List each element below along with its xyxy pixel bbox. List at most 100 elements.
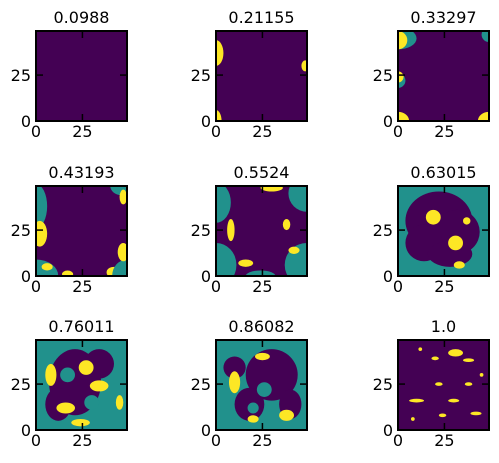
heatmap-patches [216, 186, 307, 276]
heatmap-patches [398, 31, 489, 121]
heatmap-background [398, 31, 489, 121]
heatmap-region [245, 270, 276, 276]
heatmap-panel-3: 0 25 0 25 0.33297 [373, 8, 490, 141]
heatmap-region [256, 382, 272, 397]
heatmap-region [448, 235, 464, 251]
heatmap-region [464, 382, 473, 386]
heatmap-patches [409, 347, 484, 421]
y-tick-label: 25 [373, 375, 393, 394]
heatmap-region [117, 242, 127, 262]
x-tick-label: 25 [434, 122, 454, 141]
y-tick-label: 25 [11, 66, 31, 85]
heatmap-region [119, 189, 127, 205]
heatmap-region [481, 31, 489, 43]
heatmap-patches [216, 40, 307, 121]
heatmap-region [448, 349, 464, 357]
heatmap-region [479, 373, 484, 377]
heatmap-region [36, 220, 48, 247]
panel-title: 0.21155 [228, 8, 294, 27]
heatmap-region [288, 186, 307, 212]
heatmap-panel-4: 0 25 0 25 0.43193 [11, 163, 128, 296]
heatmap-region [260, 186, 283, 192]
heatmap-region [398, 71, 404, 83]
heatmap-patches [36, 186, 127, 276]
heatmap-region [411, 417, 415, 421]
y-tick-label: 25 [191, 221, 211, 240]
heatmap-background [36, 31, 127, 121]
x-tick-label: 25 [252, 431, 272, 450]
axes-frame [35, 30, 128, 122]
heatmap-region [216, 40, 224, 66]
heatmap-region [438, 413, 447, 418]
heatmap-region [223, 356, 246, 379]
heatmap-region [425, 209, 441, 225]
heatmap-region [418, 347, 423, 352]
heatmap-region [247, 402, 259, 414]
heatmap-region [115, 395, 124, 410]
heatmap-region [41, 263, 53, 271]
y-tick-label: 0 [201, 267, 211, 286]
heatmap-region [112, 259, 127, 276]
heatmap-region [463, 358, 475, 363]
y-tick-label: 0 [383, 112, 393, 131]
y-tick-label: 25 [191, 66, 211, 85]
y-tick-label: 0 [21, 112, 31, 131]
heatmap-patches [36, 340, 127, 430]
heatmap-region [463, 217, 471, 225]
heatmap-region [470, 411, 482, 416]
heatmap-region [288, 246, 300, 254]
heatmap-region [238, 259, 254, 267]
panel-title: 1.0 [431, 317, 456, 336]
heatmap-region [60, 367, 75, 383]
heatmap-region [89, 380, 109, 392]
heatmap-region [477, 111, 489, 121]
heatmap-region [247, 415, 259, 423]
x-tick-label: 25 [72, 431, 92, 450]
x-tick-label: 0 [31, 431, 41, 450]
heatmap-region [84, 395, 100, 410]
heatmap-region [227, 219, 235, 242]
heatmap-panel-7: 0 25 0 25 0.76011 [11, 317, 128, 450]
y-tick-label: 25 [191, 375, 211, 394]
heatmap-panel-8: 0 25 0 25 0.86082 [191, 317, 308, 450]
y-tick-label: 25 [373, 221, 393, 240]
heatmap-region [301, 60, 307, 72]
axes-frame [35, 339, 128, 431]
x-tick-label: 0 [393, 122, 403, 141]
axes-frame [397, 339, 490, 431]
x-tick-label: 0 [211, 431, 221, 450]
y-tick-label: 0 [201, 112, 211, 131]
x-tick-label: 25 [72, 277, 92, 296]
panel-title: 0.0988 [54, 8, 110, 27]
x-tick-label: 0 [393, 431, 403, 450]
heatmap-region [398, 111, 410, 121]
heatmap-region [45, 363, 57, 386]
heatmap-panel-1: 0 25 0 25 0.0988 [11, 8, 128, 141]
heatmap-region [71, 418, 90, 427]
axes-frame [215, 30, 308, 122]
heatmap-region [448, 398, 460, 403]
heatmap-region [216, 242, 237, 276]
heatmap-region [216, 109, 222, 121]
x-tick-label: 25 [434, 431, 454, 450]
heatmap-panel-2: 0 25 0 25 0.21155 [191, 8, 308, 141]
panel-title: 0.5524 [234, 163, 290, 182]
x-tick-label: 0 [211, 122, 221, 141]
heatmap-patches [216, 340, 307, 430]
x-tick-label: 0 [31, 122, 41, 141]
panel-title: 0.33297 [410, 8, 476, 27]
x-tick-label: 0 [31, 277, 41, 296]
x-tick-label: 25 [252, 277, 272, 296]
axes-frame [215, 339, 308, 431]
y-tick-label: 25 [11, 221, 31, 240]
axes-frame [397, 30, 490, 122]
heatmap-panel-9: 0 25 0 25 1.0 [373, 317, 490, 450]
y-tick-label: 0 [383, 267, 393, 286]
heatmap-region [254, 352, 270, 361]
axes-frame [397, 185, 490, 277]
panel-title: 0.76011 [48, 317, 114, 336]
x-tick-label: 0 [211, 277, 221, 296]
axes-frame [35, 185, 128, 277]
heatmap-panel-6: 0 25 0 25 0.63015 [373, 163, 490, 296]
